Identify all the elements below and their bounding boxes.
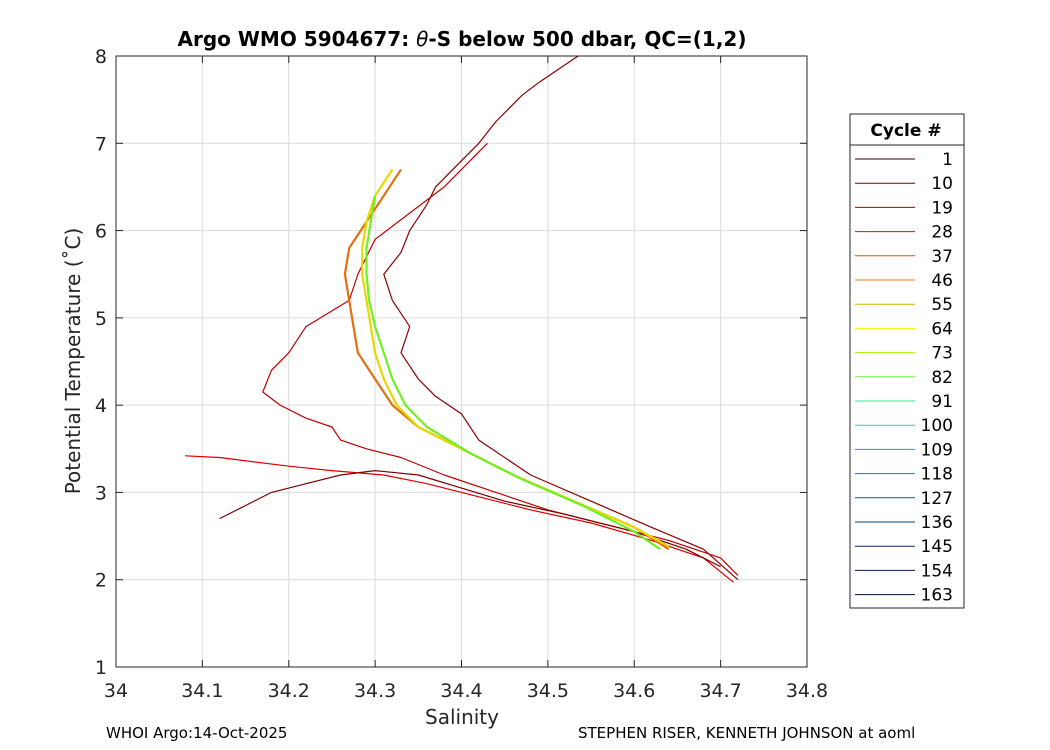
legend-label: 154 <box>921 561 953 581</box>
y-tick-label: 4 <box>95 395 107 417</box>
y-tick-label: 2 <box>95 570 107 592</box>
legend: Cycle # 1 10 19 28 37 46 55 64 73 82 91 100 109 118 12… <box>849 113 965 609</box>
legend-label: 100 <box>921 416 953 436</box>
y-tick-label: 6 <box>95 221 107 243</box>
legend-label: 28 <box>931 223 953 243</box>
x-tick-label: 34.5 <box>527 680 569 702</box>
series-line-2 <box>185 455 734 583</box>
legend-label: 127 <box>921 489 953 509</box>
legend-label: 109 <box>921 440 953 460</box>
x-axis-label: Salinity <box>425 705 499 729</box>
chart-title: Argo WMO 5904677: θ-S below 500 dbar, QC… <box>178 27 747 51</box>
series-line-0 <box>383 56 739 581</box>
x-tick-label: 34 <box>104 680 128 702</box>
legend-label: 46 <box>931 271 953 291</box>
legend-label: 118 <box>921 465 953 485</box>
y-axis-ticks: 1 2 3 4 5 6 7 8 <box>95 46 807 679</box>
legend-label: 37 <box>931 247 953 267</box>
legend-label: 82 <box>931 368 953 388</box>
grid-lines <box>116 56 807 667</box>
legend-items: 1 10 19 28 37 46 55 64 73 82 91 100 109 118 127 136 145 1… <box>855 150 953 606</box>
legend-box <box>849 113 965 609</box>
legend-label: 55 <box>931 295 953 315</box>
x-tick-label: 34.8 <box>786 680 828 702</box>
y-axis-label: Potential Temperature (˚C) <box>61 228 85 495</box>
legend-label: 19 <box>931 198 953 218</box>
series-layer <box>185 56 739 583</box>
legend-label: 64 <box>931 319 953 339</box>
legend-title: Cycle # <box>870 121 941 141</box>
footer-credit-pis: STEPHEN RISER, KENNETH JOHNSON at aoml <box>578 724 916 742</box>
x-tick-label: 34.4 <box>440 680 482 702</box>
x-tick-label: 34.2 <box>268 680 310 702</box>
x-tick-label: 34.1 <box>181 680 223 702</box>
y-tick-label: 7 <box>95 133 107 155</box>
y-tick-label: 5 <box>95 308 107 330</box>
y-tick-label: 3 <box>95 482 107 504</box>
x-tick-label: 34.6 <box>613 680 655 702</box>
x-axis-ticks: 34 34.1 34.2 34.3 34.4 34.5 34.6 34.7 34.8 <box>104 56 828 702</box>
x-tick-label: 34.7 <box>699 680 741 702</box>
legend-label: 145 <box>921 537 953 557</box>
footer-credit-date: WHOI Argo:14-Oct-2025 <box>106 724 288 742</box>
legend-label: 136 <box>921 513 953 533</box>
series-line-6 <box>365 195 661 551</box>
legend-label: 163 <box>921 586 953 606</box>
x-tick-label: 34.3 <box>354 680 396 702</box>
legend-label: 73 <box>931 344 953 364</box>
legend-label: 91 <box>931 392 953 412</box>
y-tick-label: 8 <box>95 46 107 68</box>
legend-label: 10 <box>931 174 953 194</box>
y-tick-label: 1 <box>95 657 107 679</box>
legend-label: 1 <box>942 150 953 170</box>
